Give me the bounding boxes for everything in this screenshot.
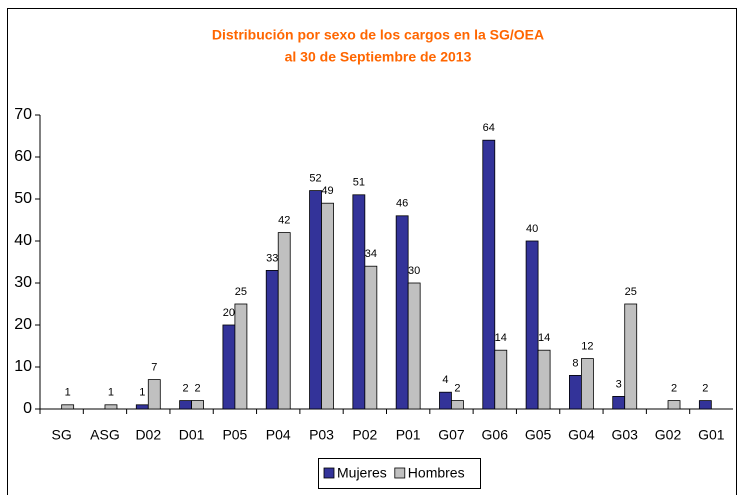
y-tick-label: 60 — [14, 148, 32, 165]
bar — [451, 400, 464, 410]
bar — [321, 202, 334, 410]
data-label: 2 — [671, 383, 677, 395]
x-tick-label: G06 — [482, 427, 509, 443]
x-tick-label: G03 — [611, 427, 638, 443]
data-label: 7 — [151, 362, 157, 374]
data-label: 25 — [235, 286, 247, 298]
bar — [698, 400, 712, 410]
legend-swatch — [323, 467, 335, 479]
y-tick-label: 50 — [14, 190, 32, 207]
x-tick-label: ASG — [90, 427, 120, 443]
x-tick-label: G07 — [438, 427, 465, 443]
x-tick-label: D01 — [179, 427, 205, 443]
bar — [309, 190, 322, 410]
bar — [179, 400, 192, 410]
data-label: 46 — [396, 198, 408, 210]
bar — [569, 374, 582, 410]
data-label: 52 — [309, 173, 321, 185]
x-tick-label: P01 — [396, 427, 421, 443]
x-tick-label: P05 — [222, 427, 247, 443]
bar — [265, 269, 279, 410]
bar — [61, 404, 75, 410]
x-tick-label: G04 — [568, 427, 595, 443]
x-tick-label: G05 — [525, 427, 552, 443]
y-tick-label: 0 — [23, 400, 32, 417]
chart-title: Distribución por sexo de los cargos en l… — [212, 27, 544, 43]
bar — [277, 232, 291, 410]
chart-frame — [7, 8, 737, 495]
bar — [191, 400, 204, 410]
data-label: 40 — [526, 223, 538, 235]
data-label: 14 — [538, 332, 550, 344]
y-tick-label: 10 — [14, 358, 32, 375]
data-label: 20 — [223, 307, 235, 319]
data-label: 30 — [408, 265, 420, 277]
legend-label: Hombres — [408, 465, 465, 481]
data-label: 8 — [572, 357, 578, 369]
bar — [537, 349, 551, 410]
bar — [395, 215, 409, 410]
x-tick-label: P02 — [352, 427, 377, 443]
bar — [667, 400, 681, 410]
bar — [407, 282, 421, 410]
data-label: 2 — [702, 383, 708, 395]
x-tick-label: P03 — [309, 427, 334, 443]
bar — [364, 265, 378, 410]
bar — [581, 358, 594, 410]
x-tick-label: D02 — [135, 427, 161, 443]
data-label: 49 — [321, 185, 333, 197]
x-tick-label: G02 — [655, 427, 682, 443]
bar — [494, 349, 508, 410]
x-tick-label: G01 — [698, 427, 725, 443]
bar — [525, 240, 539, 410]
y-tick-label: 70 — [14, 106, 32, 123]
data-label: 14 — [495, 332, 507, 344]
bar — [104, 404, 118, 410]
data-label: 2 — [183, 383, 189, 395]
data-label: 64 — [483, 122, 495, 134]
y-tick-label: 40 — [14, 232, 32, 249]
bar — [135, 404, 149, 410]
x-tick-label: P04 — [266, 427, 291, 443]
y-tick-label: 20 — [14, 316, 32, 333]
chart-title: al 30 de Septiembre de 2013 — [285, 49, 472, 65]
bar — [612, 395, 626, 410]
data-label: 1 — [139, 387, 145, 399]
data-label: 12 — [581, 341, 593, 353]
legend-swatch — [394, 467, 406, 479]
bar — [222, 324, 236, 410]
bar — [234, 303, 248, 410]
bar — [352, 194, 366, 410]
x-tick-label: SG — [52, 427, 72, 443]
y-tick-label: 30 — [14, 274, 32, 291]
data-label: 42 — [278, 215, 290, 227]
data-label: 33 — [266, 252, 278, 264]
bar — [624, 303, 638, 410]
data-label: 1 — [65, 387, 71, 399]
data-label: 51 — [353, 177, 365, 189]
data-label: 1 — [108, 387, 114, 399]
bar — [147, 379, 161, 410]
data-label: 2 — [195, 383, 201, 395]
data-label: 2 — [454, 383, 460, 395]
bar — [439, 391, 452, 410]
data-label: 4 — [442, 374, 448, 386]
data-label: 3 — [616, 378, 622, 390]
bar — [482, 139, 496, 410]
legend-label: Mujeres — [337, 465, 387, 481]
data-label: 34 — [365, 248, 377, 260]
data-label: 25 — [625, 286, 637, 298]
